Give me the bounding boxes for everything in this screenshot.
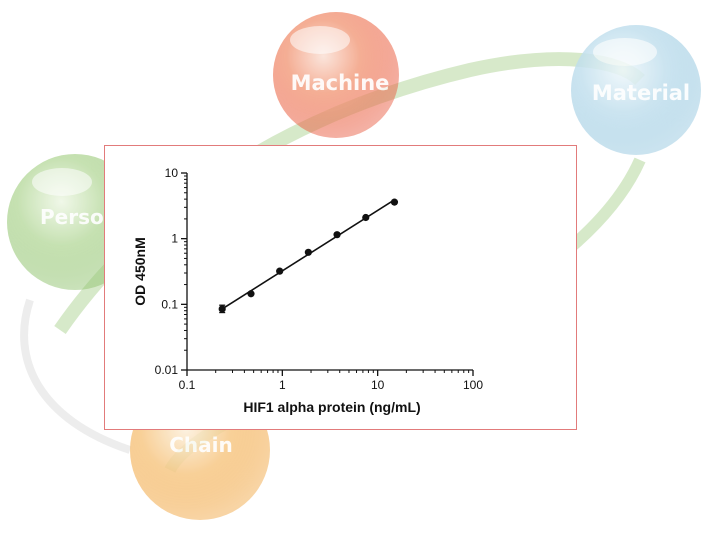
data-point bbox=[304, 248, 312, 256]
sphere-machine: Machine bbox=[273, 12, 399, 138]
sphere-material: Material bbox=[571, 25, 701, 155]
chart-panel: 0.1 1 10 100 0.01 0.1 1 10 HIF1 alpha protein (… bbox=[104, 145, 577, 430]
x-tick-label: 0.1 bbox=[179, 378, 196, 392]
y-tick-label: 0.01 bbox=[155, 363, 179, 377]
sphere-label-chain: Chain bbox=[169, 433, 233, 457]
sphere-label-material: Material bbox=[592, 81, 690, 105]
data-point bbox=[362, 213, 370, 222]
x-tick-label: 1 bbox=[279, 378, 286, 392]
data-point bbox=[276, 267, 284, 275]
y-tick-label: 0.1 bbox=[161, 297, 178, 311]
x-tick-label: 10 bbox=[371, 378, 385, 392]
data-point bbox=[333, 231, 341, 239]
data-point bbox=[390, 198, 399, 206]
y-tick-label: 10 bbox=[165, 166, 179, 180]
y-axis-title: OD 450nM bbox=[132, 237, 148, 305]
data-points bbox=[218, 198, 399, 314]
data-point bbox=[247, 290, 255, 298]
y-tick-label: 1 bbox=[171, 232, 178, 246]
x-tick-label: 100 bbox=[463, 378, 483, 392]
sphere-label-machine: Machine bbox=[291, 71, 390, 95]
x-axis-title: HIF1 alpha protein (ng/mL) bbox=[243, 399, 420, 415]
data-point bbox=[218, 305, 226, 313]
chart-axes bbox=[186, 173, 473, 371]
